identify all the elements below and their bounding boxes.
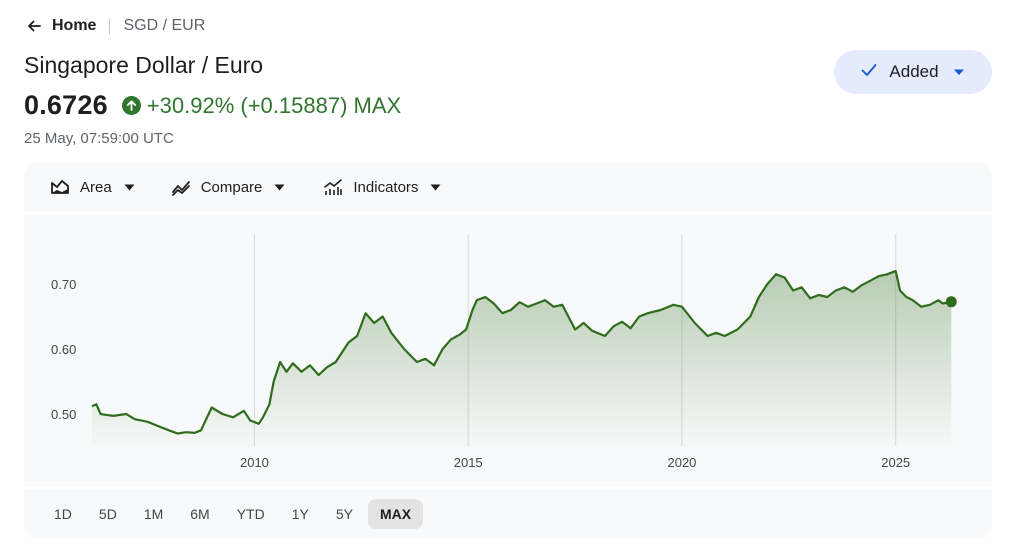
range-button-1y[interactable]: 1Y: [291, 506, 309, 522]
range-button-1m[interactable]: 1M: [143, 506, 164, 522]
timestamp: 25 May, 07:59:00 UTC: [24, 130, 174, 147]
indicators-label: Indicators: [353, 178, 419, 196]
indicators-dropdown[interactable]: Indicators: [323, 169, 441, 205]
x-tick-label: 2015: [454, 455, 483, 470]
chart-toolbar: Area Compare Indicators: [24, 163, 992, 211]
compare-icon: [171, 177, 191, 197]
range-button-5y[interactable]: 5Y: [335, 506, 353, 522]
x-tick-label: 2010: [240, 455, 269, 470]
check-icon: [861, 63, 877, 82]
indicators-icon: [323, 177, 343, 197]
page-title: Singapore Dollar / Euro: [24, 52, 264, 78]
breadcrumb-home-link[interactable]: Home: [52, 17, 97, 34]
x-tick-label: 2025: [881, 455, 910, 470]
price-row: 0.6726 +30.92% (+0.15887) MAX: [24, 90, 401, 121]
current-price-dot: [945, 296, 957, 308]
caret-down-icon: [430, 184, 441, 191]
compare-label: Compare: [200, 178, 263, 196]
range-button-max[interactable]: MAX: [367, 499, 424, 529]
price-chart-svg: 2010 2015 2020 2025 0.50 0.60 0.70: [51, 234, 957, 470]
range-button-6m[interactable]: 6M: [190, 506, 210, 522]
caret-down-icon: [953, 63, 965, 81]
range-selector: 1D 5D 1M 6M YTD 1Y 5Y MAX: [24, 489, 992, 539]
area-fill: [92, 271, 952, 446]
breadcrumb: Home SGD / EUR: [26, 14, 205, 38]
y-tick-label: 0.70: [51, 277, 76, 292]
range-button-ytd[interactable]: YTD: [236, 506, 265, 522]
caret-down-icon: [124, 184, 135, 191]
y-tick-label: 0.50: [51, 407, 76, 422]
x-tick-label: 2020: [667, 455, 696, 470]
chart-type-dropdown[interactable]: Area: [50, 169, 135, 205]
chart-type-label: Area: [80, 178, 112, 196]
range-button-1d[interactable]: 1D: [54, 506, 72, 522]
caret-down-icon: [274, 184, 285, 191]
range-button-5d[interactable]: 5D: [98, 506, 117, 522]
breadcrumb-divider: [109, 18, 111, 34]
price-change: +30.92% (+0.15887) MAX: [146, 92, 402, 118]
back-arrow-icon[interactable]: [26, 17, 44, 35]
current-price: 0.6726: [24, 90, 108, 120]
price-line: [91, 269, 952, 435]
added-button-label: Added: [889, 62, 939, 81]
price-chart[interactable]: 2010 2015 2020 2025 0.50 0.60 0.70: [24, 214, 992, 486]
compare-dropdown[interactable]: Compare: [171, 169, 286, 205]
area-chart-icon: [50, 177, 70, 197]
added-to-watchlist-button[interactable]: Added: [834, 50, 992, 94]
breadcrumb-current: SGD / EUR: [123, 17, 206, 34]
y-tick-label: 0.60: [51, 342, 76, 357]
arrow-up-circle-icon: [121, 96, 141, 115]
